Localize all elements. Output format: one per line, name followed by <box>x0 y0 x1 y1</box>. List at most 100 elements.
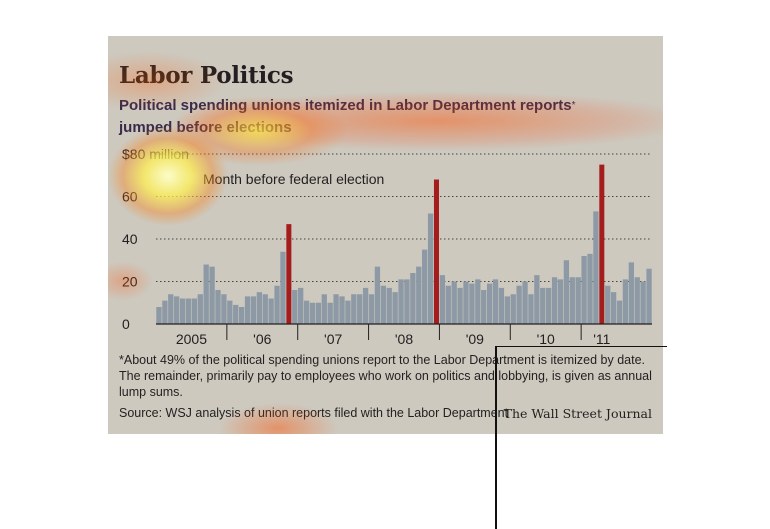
bar <box>451 281 457 324</box>
x-tick-label: '08 <box>395 331 413 347</box>
bar <box>380 285 386 324</box>
bar <box>374 266 381 324</box>
bar <box>475 279 481 324</box>
bar <box>522 281 528 324</box>
bar <box>227 300 233 324</box>
bar <box>628 262 634 324</box>
x-tick-label: '11 <box>593 331 610 347</box>
bar <box>274 285 280 324</box>
bar <box>546 287 552 324</box>
election-bar <box>286 224 292 324</box>
bar <box>557 279 564 324</box>
bar <box>427 213 434 324</box>
bar <box>439 275 446 324</box>
bar <box>162 300 168 324</box>
bar <box>516 285 522 324</box>
bar <box>498 287 505 324</box>
bar <box>345 300 351 324</box>
x-tick-label: 2005 <box>176 331 207 347</box>
y-tick-label: 40 <box>122 231 138 247</box>
bar <box>203 264 209 324</box>
bar <box>303 300 310 324</box>
bar <box>481 290 487 324</box>
bar <box>339 296 345 324</box>
bar <box>185 298 192 324</box>
bar <box>233 304 239 324</box>
x-tick-label: '10 <box>537 331 555 347</box>
bar <box>398 279 404 324</box>
bar <box>309 302 316 324</box>
bar <box>268 298 274 324</box>
bar <box>416 266 422 324</box>
bar <box>463 281 469 324</box>
bar <box>256 292 262 324</box>
bar <box>534 275 540 324</box>
bar <box>333 294 339 324</box>
bar <box>238 307 245 324</box>
bar <box>504 296 510 324</box>
bar <box>244 296 251 324</box>
bar <box>156 307 162 324</box>
chart-source: Source: WSJ analysis of union reports fi… <box>119 406 509 420</box>
bar <box>605 285 611 324</box>
chart-credit: The Wall Street Journal <box>503 406 652 421</box>
bar <box>179 298 186 324</box>
bar <box>587 253 593 324</box>
bar <box>510 294 516 324</box>
bar <box>528 294 534 324</box>
bar <box>250 296 257 324</box>
bar <box>292 290 298 324</box>
legend-swatch <box>186 173 197 184</box>
bar <box>262 294 268 324</box>
y-tick-label: 0 <box>122 316 130 332</box>
chart-footnote: *About 49% of the political spending uni… <box>119 353 652 399</box>
bar <box>168 294 174 324</box>
x-tick-label: '09 <box>466 331 484 347</box>
y-tick-label: 60 <box>122 189 138 205</box>
bar <box>357 294 363 324</box>
bar <box>616 300 623 324</box>
bar <box>575 277 581 324</box>
bar <box>197 294 203 324</box>
bar <box>362 287 369 324</box>
election-bar <box>433 179 439 324</box>
bar <box>351 294 357 324</box>
bar <box>646 268 652 324</box>
bar <box>640 281 646 324</box>
bar <box>551 277 558 324</box>
bar <box>298 287 304 324</box>
bar <box>492 279 499 324</box>
bar <box>634 277 640 324</box>
bar <box>221 294 227 324</box>
chart-card: Labor Politics Political spending unions… <box>108 36 663 434</box>
y-tick-label: $80 million <box>122 146 189 162</box>
bar <box>469 283 475 324</box>
x-tick-label: '07 <box>324 331 342 347</box>
election-bar <box>599 164 605 324</box>
bar <box>404 279 410 324</box>
legend-label: Month before federal election <box>203 171 384 187</box>
bar <box>540 287 546 324</box>
bar <box>569 277 575 324</box>
bar <box>593 211 599 324</box>
bar <box>280 251 286 324</box>
bar <box>610 292 617 324</box>
bar <box>209 266 215 324</box>
bar <box>581 256 587 324</box>
bar <box>191 298 198 324</box>
bar <box>315 302 322 324</box>
bar <box>563 260 570 324</box>
bar <box>321 294 327 324</box>
bar <box>445 285 451 324</box>
bar <box>386 287 392 324</box>
bar <box>622 279 629 324</box>
bar <box>422 249 428 324</box>
bar <box>486 283 493 324</box>
bar <box>368 294 375 324</box>
bar <box>457 287 463 324</box>
y-tick-label: 20 <box>122 274 138 290</box>
x-tick-label: '06 <box>253 331 271 347</box>
bar <box>215 290 221 324</box>
bar <box>392 292 398 324</box>
bar <box>327 302 333 324</box>
